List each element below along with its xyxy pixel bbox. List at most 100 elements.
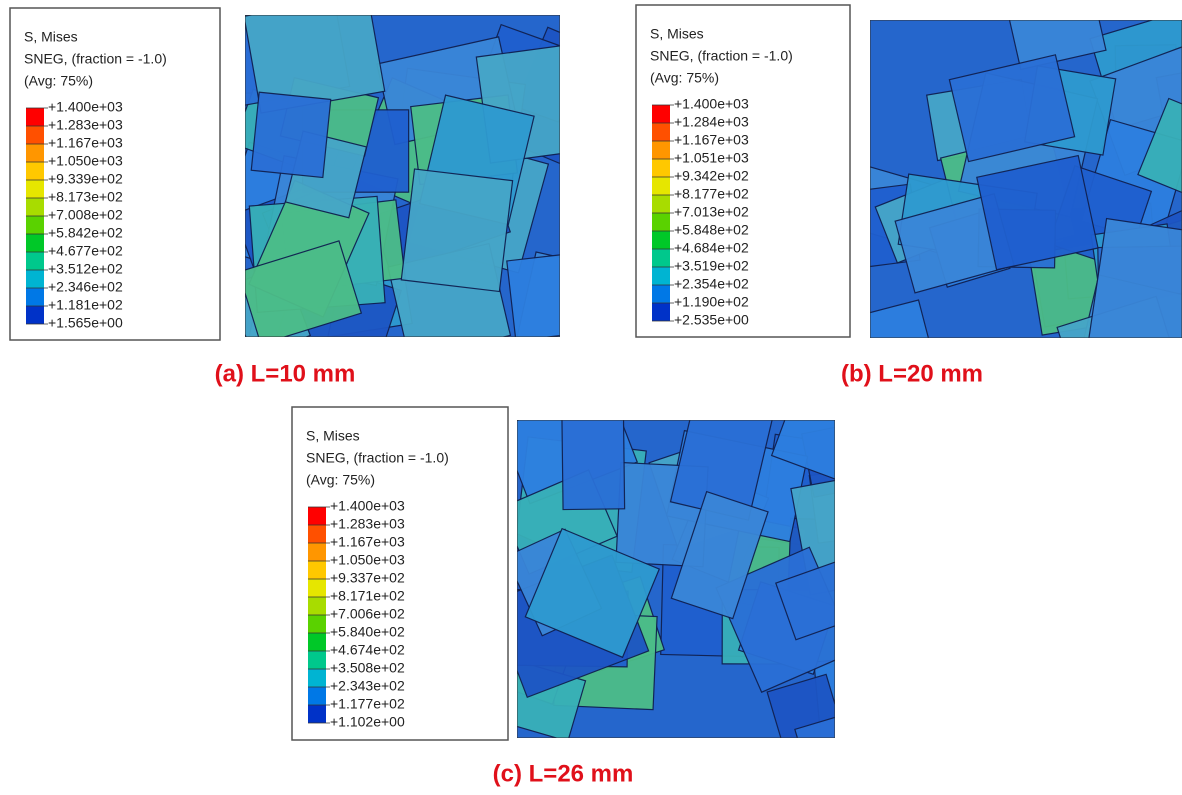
level-label: +7.008e+02 xyxy=(48,207,123,223)
color-band xyxy=(652,123,670,141)
level-label: +3.512e+02 xyxy=(48,261,123,277)
legend-line: SNEG, (fraction = -1.0) xyxy=(24,51,167,67)
legend-line: SNEG, (fraction = -1.0) xyxy=(306,450,449,466)
particle xyxy=(524,527,661,659)
level-label: +5.840e+02 xyxy=(330,624,405,640)
legend-line: SNEG, (fraction = -1.0) xyxy=(650,48,793,64)
level-label: +1.181e+02 xyxy=(48,297,123,313)
color-band xyxy=(26,180,44,198)
legend-line: S, Mises xyxy=(24,29,78,45)
color-band xyxy=(652,285,670,303)
color-band xyxy=(652,267,670,285)
level-label: +1.050e+03 xyxy=(330,552,405,568)
particle xyxy=(400,168,514,293)
color-band xyxy=(652,249,670,267)
level-label: +1.400e+03 xyxy=(674,96,749,112)
level-label: +1.565e+00 xyxy=(48,315,123,331)
color-band xyxy=(26,288,44,306)
level-label: +4.677e+02 xyxy=(48,243,123,259)
color-band xyxy=(652,195,670,213)
color-band xyxy=(26,270,44,288)
particle xyxy=(976,154,1099,271)
color-band xyxy=(308,597,326,615)
color-band xyxy=(26,234,44,252)
level-label: +1.167e+03 xyxy=(674,132,749,148)
level-label: +7.013e+02 xyxy=(674,204,749,220)
particle xyxy=(670,490,769,620)
level-label: +2.346e+02 xyxy=(48,279,123,295)
particle xyxy=(948,54,1076,163)
legend-line: S, Mises xyxy=(650,26,704,42)
color-band xyxy=(26,198,44,216)
level-label: +1.283e+03 xyxy=(330,516,405,532)
legend-box xyxy=(635,4,851,338)
level-label: +1.167e+03 xyxy=(330,534,405,550)
legend-box xyxy=(9,7,221,341)
legend-line: S, Mises xyxy=(306,428,360,444)
level-label: +8.177e+02 xyxy=(674,186,749,202)
level-label: +5.848e+02 xyxy=(674,222,749,238)
particle xyxy=(770,420,835,498)
legend-line: (Avg: 75%) xyxy=(306,472,375,488)
color-band xyxy=(308,615,326,633)
color-band xyxy=(308,525,326,543)
color-band xyxy=(652,105,670,123)
level-label: +2.535e+00 xyxy=(674,312,749,328)
level-label: +1.400e+03 xyxy=(48,99,123,115)
level-label: +4.684e+02 xyxy=(674,240,749,256)
color-band xyxy=(652,141,670,159)
level-label: +1.284e+03 xyxy=(674,114,749,130)
color-band xyxy=(652,159,670,177)
particle xyxy=(561,420,626,511)
particle xyxy=(245,240,363,337)
color-band xyxy=(26,306,44,324)
contour-plot xyxy=(245,15,560,337)
particle xyxy=(1137,97,1182,213)
particle xyxy=(1088,217,1182,338)
level-label: +3.508e+02 xyxy=(330,660,405,676)
legend-line: (Avg: 75%) xyxy=(24,73,93,89)
color-band xyxy=(308,669,326,687)
level-label: +2.354e+02 xyxy=(674,276,749,292)
color-band xyxy=(652,213,670,231)
color-band xyxy=(26,144,44,162)
color-band xyxy=(308,705,326,723)
legend-line: (Avg: 75%) xyxy=(650,70,719,86)
level-label: +7.006e+02 xyxy=(330,606,405,622)
particle xyxy=(250,91,332,179)
color-band xyxy=(308,579,326,597)
level-label: +3.519e+02 xyxy=(674,258,749,274)
level-label: +9.339e+02 xyxy=(48,171,123,187)
level-label: +8.173e+02 xyxy=(48,189,123,205)
color-band xyxy=(26,252,44,270)
level-label: +1.050e+03 xyxy=(48,153,123,169)
particle xyxy=(1006,20,1107,71)
level-label: +4.674e+02 xyxy=(330,642,405,658)
particle xyxy=(775,548,835,641)
color-band xyxy=(308,561,326,579)
contour-plot xyxy=(517,420,835,738)
level-label: +1.102e+00 xyxy=(330,714,405,730)
color-band xyxy=(26,162,44,180)
particle xyxy=(766,673,835,738)
level-label: +2.343e+02 xyxy=(330,678,405,694)
level-label: +1.190e+02 xyxy=(674,294,749,310)
legend-box xyxy=(291,406,509,741)
level-label: +1.283e+03 xyxy=(48,117,123,133)
color-band xyxy=(652,177,670,195)
level-label: +8.171e+02 xyxy=(330,588,405,604)
particle xyxy=(794,700,835,738)
color-band xyxy=(308,687,326,705)
caption: (c) L=26 mm xyxy=(493,760,634,787)
color-band xyxy=(26,108,44,126)
color-band xyxy=(26,126,44,144)
color-band xyxy=(308,651,326,669)
color-band xyxy=(308,507,326,525)
level-label: +9.337e+02 xyxy=(330,570,405,586)
level-label: +1.167e+03 xyxy=(48,135,123,151)
level-label: +5.842e+02 xyxy=(48,225,123,241)
level-label: +1.400e+03 xyxy=(330,498,405,514)
color-band xyxy=(26,216,44,234)
caption: (a) L=10 mm xyxy=(215,360,356,387)
